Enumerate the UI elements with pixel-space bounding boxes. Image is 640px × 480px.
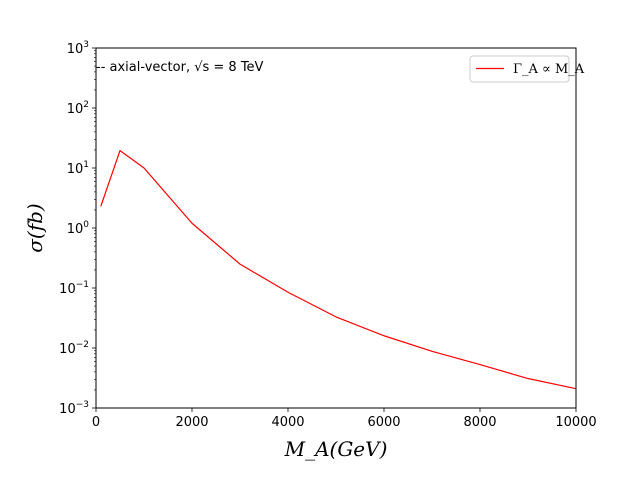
chart-annotation: -- axial-vector, √s = 8 TeV	[96, 60, 264, 75]
y-tick-label: 102	[67, 100, 89, 117]
y-axis-label: σ(fb)	[23, 203, 47, 252]
series-line	[100, 150, 577, 390]
legend-box	[469, 55, 570, 83]
x-tick-label: 6000	[367, 415, 400, 430]
y-tick-label: 103	[67, 40, 89, 57]
x-tick-label: 10000	[555, 415, 596, 430]
x-tick-label: 0	[92, 415, 100, 430]
x-tick-label: 8000	[463, 415, 496, 430]
y-tick-label: 101	[67, 160, 89, 177]
legend-label: Γ_A ∝ M_A	[513, 62, 585, 77]
y-tick-label: 100	[67, 220, 90, 237]
x-tick-label: 4000	[271, 415, 304, 430]
y-tick-label: 10−2	[59, 340, 89, 357]
legend: Γ_A ∝ M_A	[469, 55, 585, 83]
y-tick-label: 10−1	[59, 280, 89, 297]
x-axis-label: M_A(GeV)	[284, 437, 388, 461]
y-tick-label: 10−3	[59, 400, 89, 417]
x-tick-label: 2000	[175, 415, 208, 430]
series-layer	[100, 150, 577, 390]
axis-ticks: 0 2000 4000 6000 8000 10000 10−3 10−2 10−1 100 101…	[59, 40, 597, 430]
plot-frame	[95, 47, 577, 409]
